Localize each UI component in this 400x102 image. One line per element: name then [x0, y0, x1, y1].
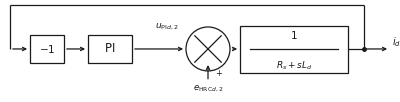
Ellipse shape [186, 27, 230, 71]
Text: $u_{\mathrm{PI}d,2}$: $u_{\mathrm{PI}d,2}$ [155, 21, 179, 32]
Bar [240, 26, 348, 73]
Text: $\mathrm{PI}$: $\mathrm{PI}$ [104, 42, 116, 55]
Text: $i_{d,2}$: $i_{d,2}$ [392, 36, 400, 51]
Text: $1$: $1$ [290, 29, 298, 41]
Bar [88, 35, 132, 63]
Text: $-1$: $-1$ [39, 43, 55, 55]
Bar [30, 35, 64, 63]
Text: $+$: $+$ [214, 68, 223, 78]
Text: $R_s + sL_d$: $R_s + sL_d$ [276, 59, 312, 72]
Text: $e_{\mathrm{HRC}d,2}$: $e_{\mathrm{HRC}d,2}$ [193, 84, 223, 94]
